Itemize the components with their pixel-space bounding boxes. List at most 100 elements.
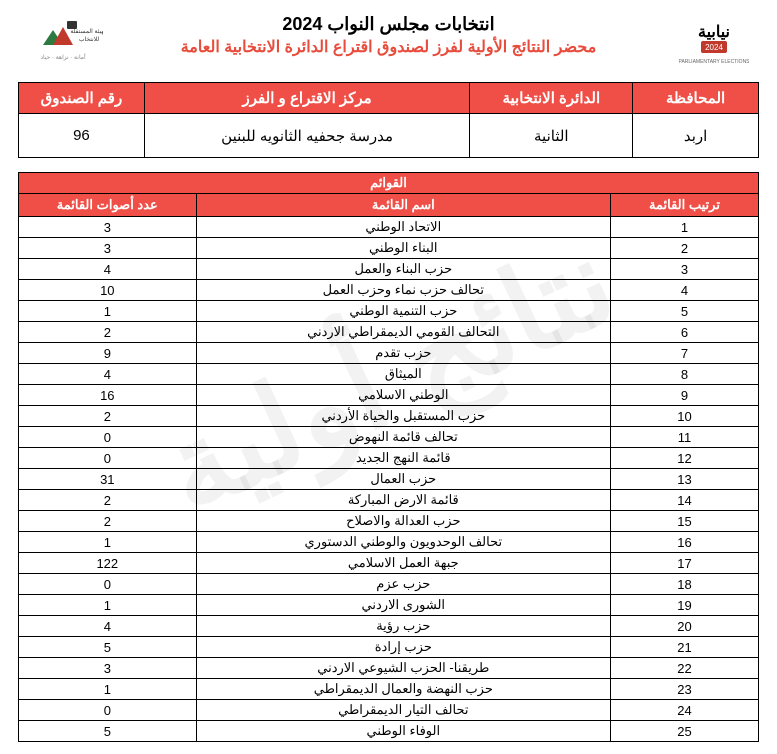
table-row: 12قائمة النهج الجديد0: [19, 448, 759, 469]
list-rank: 21: [611, 637, 759, 658]
list-name: حزب تقدم: [196, 343, 610, 364]
list-rank: 8: [611, 364, 759, 385]
list-rank: 2: [611, 238, 759, 259]
list-name: حزب رؤية: [196, 616, 610, 637]
table-row: 14قائمة الارض المباركة2: [19, 490, 759, 511]
list-rank: 11: [611, 427, 759, 448]
table-row: 19الشورى الاردني1: [19, 595, 759, 616]
svg-text:الهيئة المستقلة: الهيئة المستقلة: [70, 28, 103, 35]
list-name: حزب المستقبل والحياة الأردني: [196, 406, 610, 427]
svg-text:نيابية: نيابية: [698, 24, 730, 41]
list-rank: 23: [611, 679, 759, 700]
list-name: حزب العدالة والاصلاح: [196, 511, 610, 532]
list-name: حزب البناء والعمل: [196, 259, 610, 280]
table-row: 24تحالف التيار الديمقراطي0: [19, 700, 759, 721]
list-name: الشورى الاردني: [196, 595, 610, 616]
list-votes: 10: [19, 280, 197, 301]
list-name: البناء الوطني: [196, 238, 610, 259]
list-rank: 16: [611, 532, 759, 553]
list-name: تحالف التيار الديمقراطي: [196, 700, 610, 721]
info-header-center: مركز الاقتراع و الفرز: [144, 83, 470, 114]
list-votes: 4: [19, 259, 197, 280]
lists-header-votes: عدد أصوات القائمة: [19, 194, 197, 217]
list-rank: 17: [611, 553, 759, 574]
list-rank: 5: [611, 301, 759, 322]
info-value-center: مدرسة جحفيه الثانويه للبنين: [144, 114, 470, 158]
sub-title: محضر النتائج الأولية لفرز لصندوق اقتراع …: [108, 37, 669, 57]
info-header-governorate: المحافظة: [633, 83, 759, 114]
table-row: 4تحالف حزب نماء وحزب العمل10: [19, 280, 759, 301]
lists-header-rank: ترتيب القائمة: [611, 194, 759, 217]
list-name: حزب النهضة والعمال الديمقراطي: [196, 679, 610, 700]
list-votes: 5: [19, 721, 197, 742]
list-rank: 4: [611, 280, 759, 301]
list-name: الميثاق: [196, 364, 610, 385]
list-votes: 2: [19, 406, 197, 427]
list-name: طريقنا- الحزب الشيوعي الاردني: [196, 658, 610, 679]
lists-table: القوائم ترتيب القائمة اسم القائمة عدد أص…: [18, 172, 759, 742]
list-votes: 1: [19, 532, 197, 553]
list-votes: 3: [19, 238, 197, 259]
table-row: 18حزب عزم0: [19, 574, 759, 595]
table-row: 3حزب البناء والعمل4: [19, 259, 759, 280]
list-rank: 9: [611, 385, 759, 406]
info-table: المحافظة الدائرة الانتخابية مركز الاقترا…: [18, 82, 759, 158]
list-rank: 22: [611, 658, 759, 679]
list-name: تحالف قائمة النهوض: [196, 427, 610, 448]
list-votes: 2: [19, 490, 197, 511]
list-votes: 3: [19, 217, 197, 238]
svg-text:أمانة · نزاهة · حياد: أمانة · نزاهة · حياد: [40, 52, 86, 61]
list-rank: 6: [611, 322, 759, 343]
table-row: 15حزب العدالة والاصلاح2: [19, 511, 759, 532]
list-name: الوفاء الوطني: [196, 721, 610, 742]
main-title: انتخابات مجلس النواب 2024: [108, 14, 669, 35]
list-rank: 20: [611, 616, 759, 637]
list-rank: 19: [611, 595, 759, 616]
list-name: حزب التنمية الوطني: [196, 301, 610, 322]
list-votes: 0: [19, 574, 197, 595]
list-rank: 14: [611, 490, 759, 511]
table-row: 16تحالف الوحدويون والوطني الدستوري1: [19, 532, 759, 553]
list-votes: 4: [19, 616, 197, 637]
table-row: 22طريقنا- الحزب الشيوعي الاردني3: [19, 658, 759, 679]
list-votes: 16: [19, 385, 197, 406]
list-name: قائمة النهج الجديد: [196, 448, 610, 469]
table-row: 6التحالف القومي الديمقراطي الاردني2: [19, 322, 759, 343]
list-rank: 18: [611, 574, 759, 595]
info-value-box: 96: [19, 114, 145, 158]
page-header: نيابية 2024 PARLIAMENTARY ELECTIONS انتخ…: [18, 12, 759, 72]
svg-text:PARLIAMENTARY ELECTIONS: PARLIAMENTARY ELECTIONS: [679, 59, 749, 65]
table-row: 25الوفاء الوطني5: [19, 721, 759, 742]
table-row: 20حزب رؤية4: [19, 616, 759, 637]
list-name: تحالف الوحدويون والوطني الدستوري: [196, 532, 610, 553]
list-votes: 5: [19, 637, 197, 658]
list-votes: 1: [19, 301, 197, 322]
list-name: حزب عزم: [196, 574, 610, 595]
table-row: 10حزب المستقبل والحياة الأردني2: [19, 406, 759, 427]
list-rank: 24: [611, 700, 759, 721]
list-votes: 1: [19, 679, 197, 700]
logo-right: نيابية 2024 PARLIAMENTARY ELECTIONS: [669, 12, 759, 72]
lists-header-name: اسم القائمة: [196, 194, 610, 217]
list-votes: 122: [19, 553, 197, 574]
info-header-district: الدائرة الانتخابية: [470, 83, 633, 114]
list-rank: 25: [611, 721, 759, 742]
list-rank: 15: [611, 511, 759, 532]
list-votes: 2: [19, 511, 197, 532]
list-name: جبهة العمل الاسلامي: [196, 553, 610, 574]
list-name: حزب العمال: [196, 469, 610, 490]
list-name: حزب إرادة: [196, 637, 610, 658]
table-row: 8الميثاق4: [19, 364, 759, 385]
info-header-box: رقم الصندوق: [19, 83, 145, 114]
list-votes: 0: [19, 448, 197, 469]
lists-section-title: القوائم: [19, 173, 759, 194]
list-name: الوطني الاسلامي: [196, 385, 610, 406]
list-name: قائمة الارض المباركة: [196, 490, 610, 511]
info-value-governorate: اربد: [633, 114, 759, 158]
table-row: 13حزب العمال31: [19, 469, 759, 490]
list-rank: 10: [611, 406, 759, 427]
list-votes: 0: [19, 700, 197, 721]
list-rank: 12: [611, 448, 759, 469]
list-name: التحالف القومي الديمقراطي الاردني: [196, 322, 610, 343]
table-row: 5حزب التنمية الوطني1: [19, 301, 759, 322]
